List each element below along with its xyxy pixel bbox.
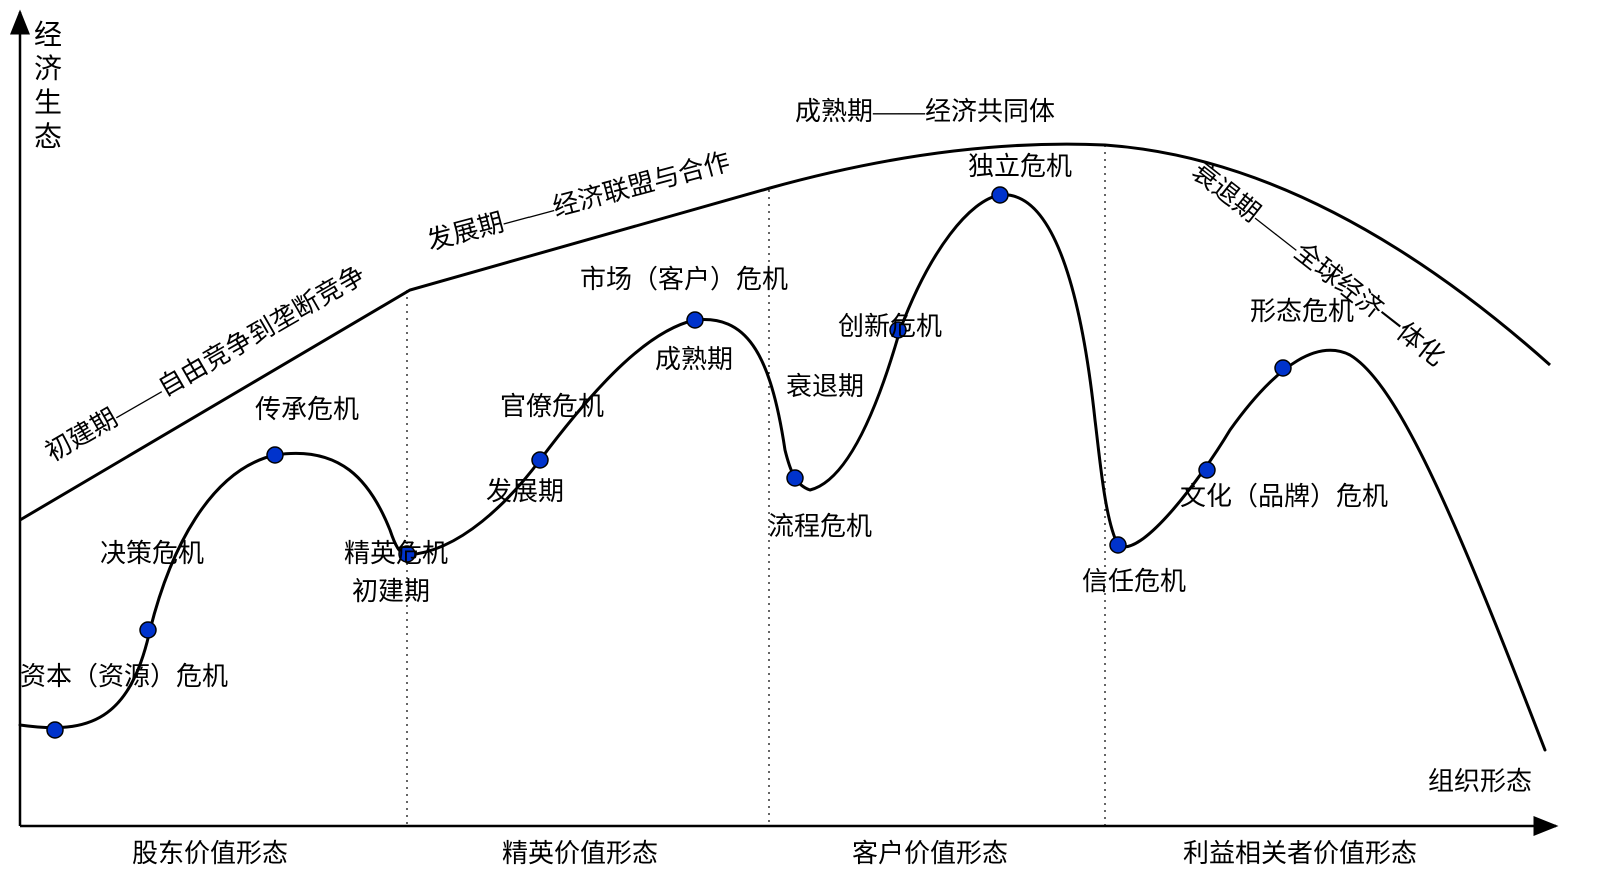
crisis-marker-9 — [1110, 537, 1126, 553]
crisis-label-8: 独立危机 — [968, 152, 1072, 181]
x-axis-label: 组织形态 — [1428, 767, 1532, 796]
lifecycle-diagram: 经济生态组织形态股东价值形态精英价值形态客户价值形态利益相关者价值形态初建期——… — [0, 0, 1600, 889]
crisis-marker-10 — [1199, 462, 1215, 478]
phase-label-3: 衰退期 — [786, 372, 864, 401]
crisis-marker-2 — [267, 447, 283, 463]
crisis-label-5: 市场（客户）危机 — [580, 265, 788, 294]
crisis-label-4: 官僚危机 — [500, 392, 604, 421]
crisis-label-7: 创新危机 — [838, 312, 942, 341]
bottom-category-3: 利益相关者价值形态 — [1183, 839, 1417, 868]
phase-label-1: 发展期 — [486, 477, 564, 506]
crisis-marker-4 — [532, 452, 548, 468]
bottom-category-1: 精英价值形态 — [502, 839, 658, 868]
crisis-label-0: 资本（资源）危机 — [20, 662, 228, 691]
phase-label-0: 初建期 — [352, 577, 430, 606]
crisis-marker-11 — [1275, 360, 1291, 376]
crisis-label-9: 信任危机 — [1082, 567, 1186, 596]
crisis-label-1: 决策危机 — [100, 539, 204, 568]
y-axis-label: 态 — [34, 121, 62, 153]
y-axis-label: 经 — [34, 19, 62, 51]
crisis-label-6: 流程危机 — [768, 512, 872, 541]
crisis-marker-5 — [687, 312, 703, 328]
background — [0, 0, 1600, 889]
crisis-marker-0 — [47, 722, 63, 738]
phase-label-2: 成熟期 — [655, 345, 733, 374]
crisis-label-10: 文化（品牌）危机 — [1180, 482, 1388, 511]
crisis-marker-6 — [787, 470, 803, 486]
y-axis-label: 济 — [34, 53, 62, 85]
crisis-marker-8 — [992, 187, 1008, 203]
crisis-label-11: 形态危机 — [1250, 297, 1354, 326]
crisis-marker-1 — [140, 622, 156, 638]
top-stage-label-2: 成熟期——经济共同体 — [795, 97, 1055, 126]
bottom-category-2: 客户价值形态 — [852, 839, 1008, 868]
crisis-label-3: 精英危机 — [344, 539, 448, 568]
y-axis-label: 生 — [34, 87, 62, 119]
bottom-category-0: 股东价值形态 — [132, 839, 288, 868]
crisis-label-2: 传承危机 — [255, 395, 359, 424]
